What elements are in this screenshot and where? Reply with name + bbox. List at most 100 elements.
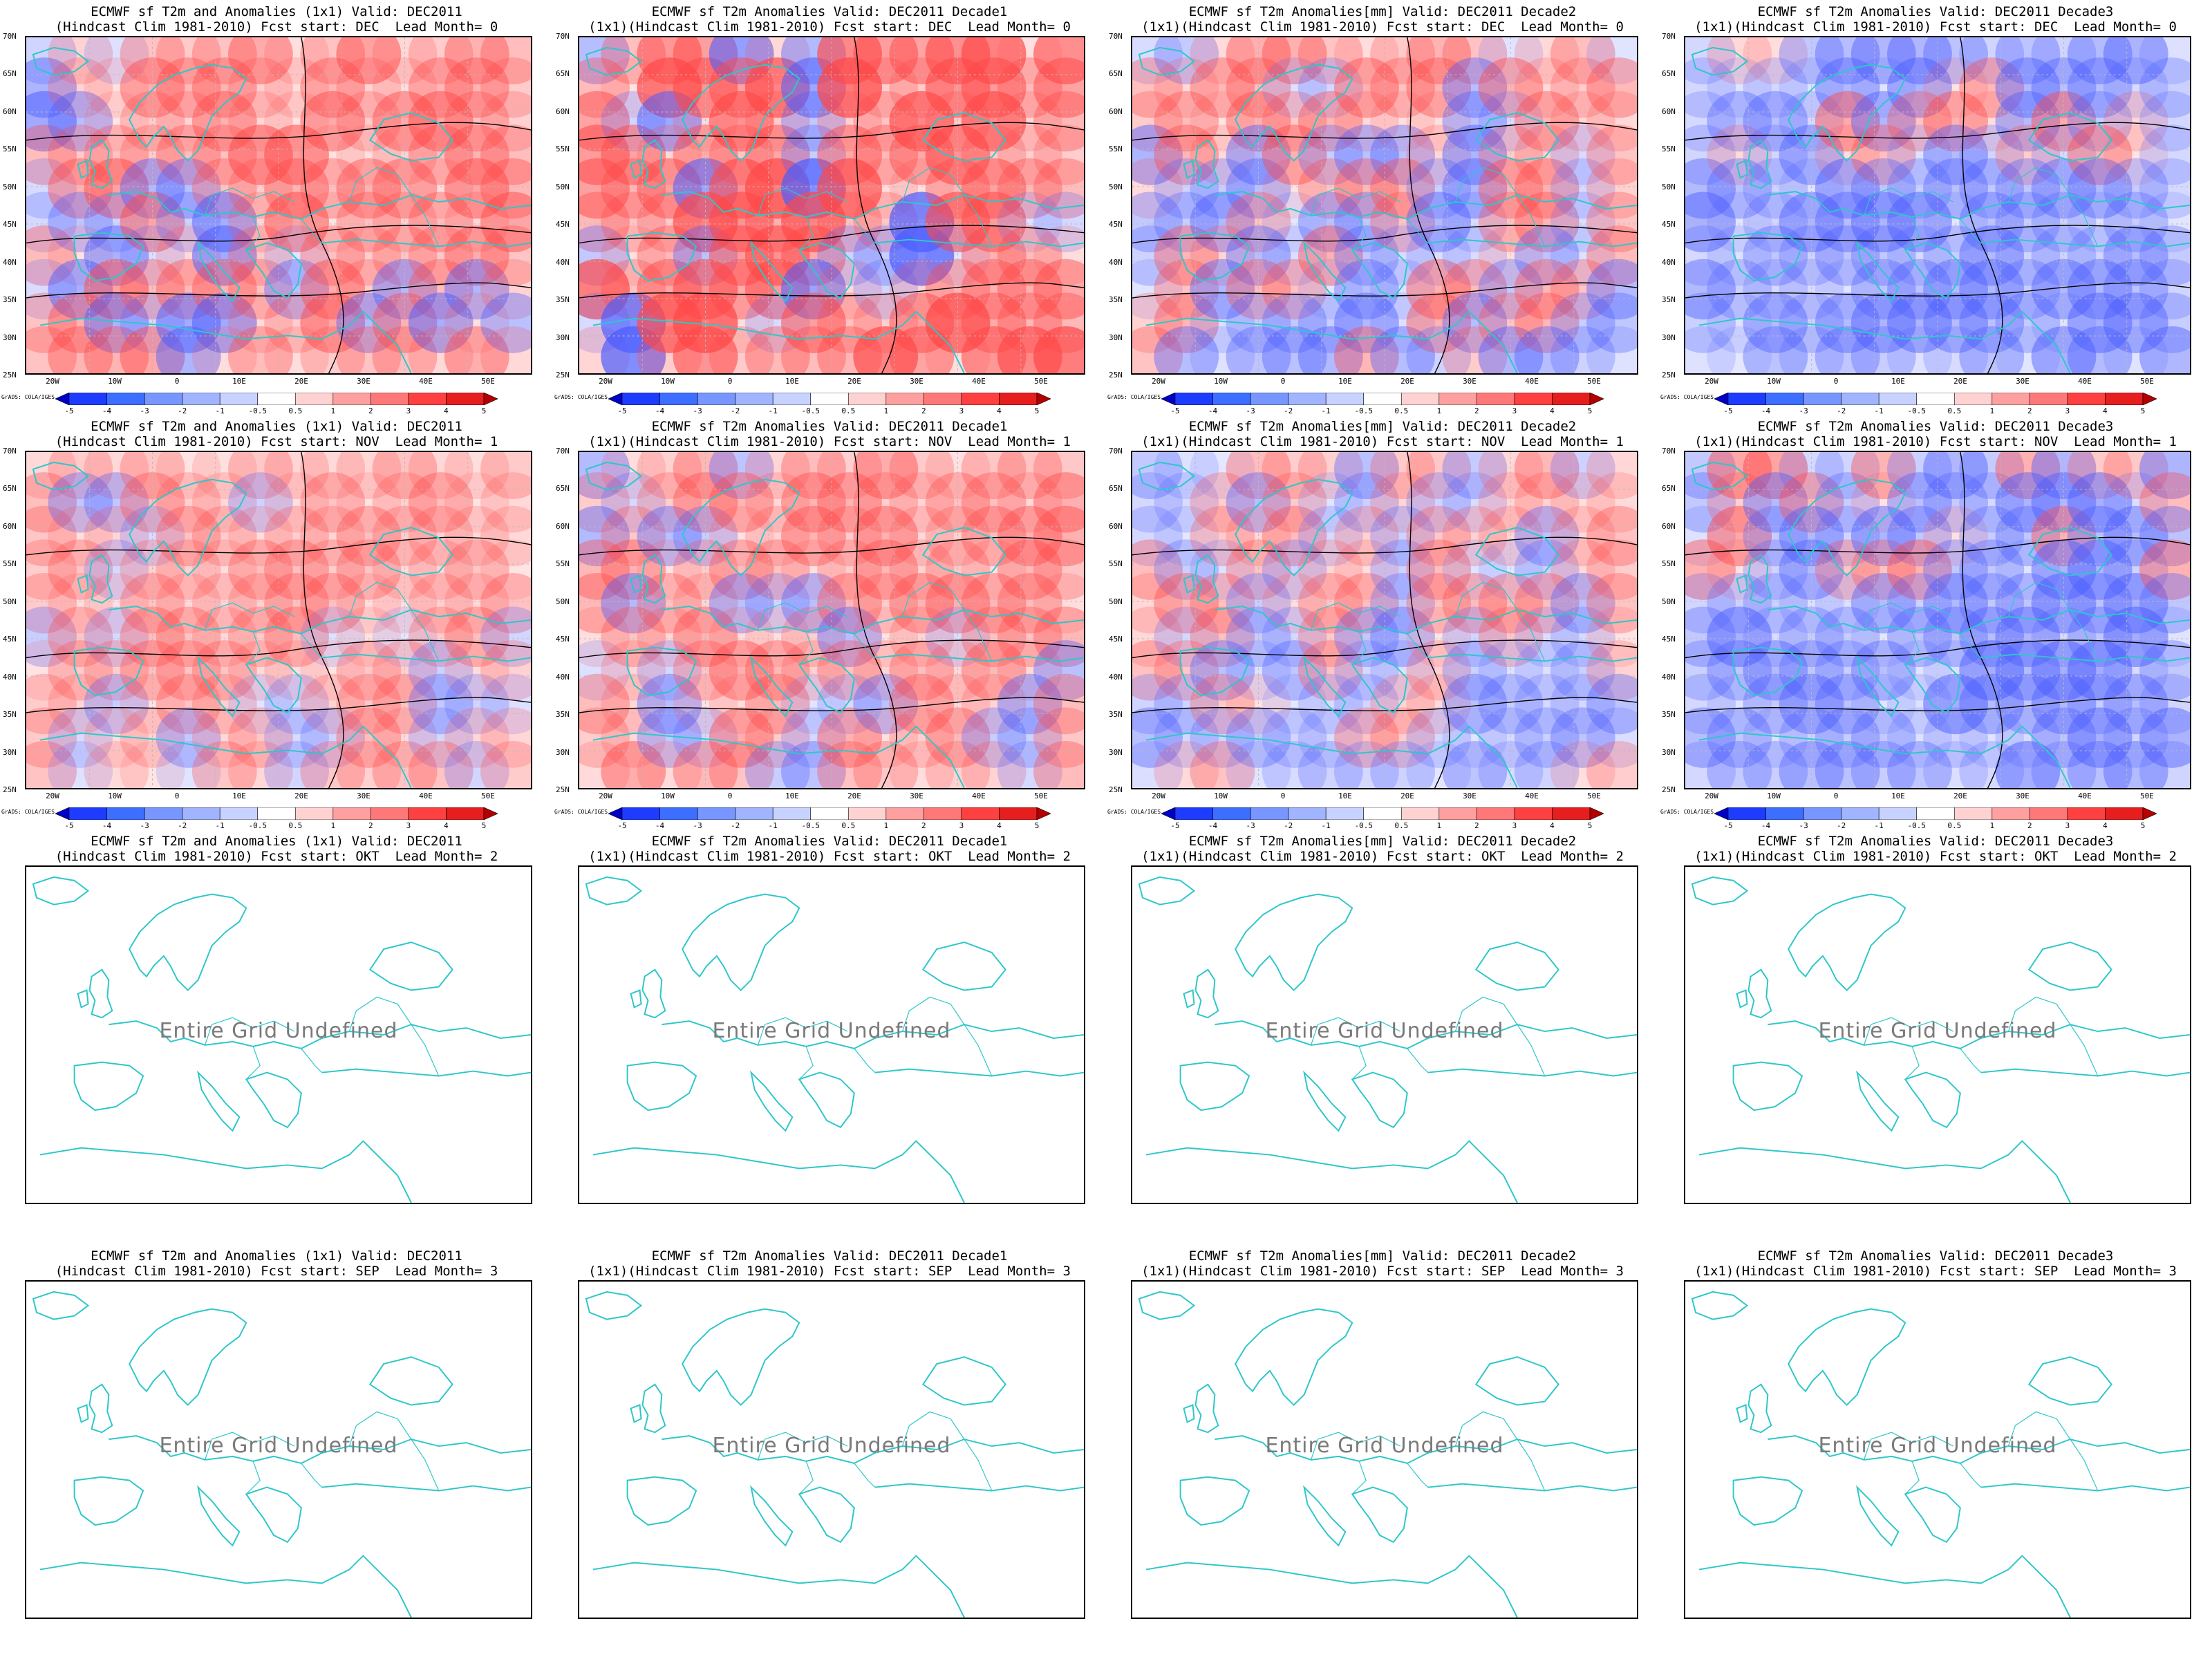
coastline: [1194, 139, 1219, 189]
lat-tick-label: 25N: [1662, 785, 1676, 794]
coastline: [1215, 1435, 1637, 1464]
panel-title: ECMWF sf T2m Anomalies[mm] Valid: DEC201…: [1188, 834, 1577, 849]
anomaly-shade: [1743, 191, 1808, 253]
colorbar-label: -5: [1170, 821, 1180, 830]
anomaly-shade: [300, 505, 366, 567]
lon-tick-label: 10W: [1214, 377, 1228, 386]
colorbar-label: -1: [215, 821, 225, 830]
anomaly-shade: [264, 572, 329, 634]
anomaly-shade: [1190, 572, 1255, 634]
colorbar-segment: [219, 392, 259, 406]
coastline: [1747, 968, 1772, 1019]
anomaly-shade: [2103, 225, 2168, 286]
anomaly-shade: [1442, 707, 1508, 768]
coastline: [1145, 1140, 1518, 1203]
anomaly-shade: [817, 259, 882, 320]
anomaly-shade: [84, 452, 149, 500]
colorbar-label: 5: [1587, 406, 1593, 415]
colorbar-segment: [2030, 392, 2068, 406]
anomaly-shade: [1923, 452, 1988, 500]
coastline: [73, 232, 144, 282]
anomaly-shade: [1550, 539, 1615, 600]
anomaly-shade: [1743, 37, 1808, 85]
lon-tick-label: 20W: [1152, 377, 1165, 386]
anomaly-shade: [817, 225, 882, 286]
anomaly-shade: [1923, 37, 1988, 85]
colorbar-label: -0.5: [248, 406, 267, 415]
anomaly-shade: [1779, 158, 1844, 219]
anomaly-shade: [2139, 640, 2190, 701]
colorbar-segment: [621, 807, 660, 821]
colorbar-label: -2: [731, 406, 740, 415]
anomaly-shade: [1685, 740, 1736, 788]
colorbar-label: -2: [178, 406, 187, 415]
anomaly-shade: [1887, 606, 1952, 668]
coastline: [1145, 310, 1518, 373]
anomaly-shade: [1743, 640, 1808, 701]
anomaly-shade: [191, 452, 257, 500]
map-panel: ECMWF sf T2m and Anomalies (1x1) Valid: …: [0, 415, 553, 830]
colorbar-label: 5: [2140, 821, 2146, 830]
colorbar-segment: [772, 392, 812, 406]
colorbar-segment: [1400, 807, 1440, 821]
anomaly-shade: [26, 572, 77, 634]
colorbar-label: 0.5: [1394, 821, 1409, 830]
anomaly-shade: [48, 57, 113, 118]
lat-tick-label: 35N: [1109, 295, 1123, 305]
map-canvas: [1685, 452, 2190, 788]
lon-tick-label: 0: [174, 791, 180, 800]
anomaly-shade: [1262, 292, 1327, 353]
anomaly-shade: [2067, 452, 2133, 500]
anomaly-shade: [1132, 259, 1183, 320]
anomaly-shade: [961, 606, 1027, 668]
anomaly-shade: [2139, 158, 2190, 219]
lon-tick-label: 10E: [1891, 377, 1905, 386]
coastline: [1183, 574, 1195, 594]
anomaly-shade: [264, 505, 329, 567]
anomaly-shade: [637, 707, 702, 768]
anomaly-shade: [84, 259, 149, 320]
anomaly-shade: [48, 326, 113, 373]
anomaly-shade: [1226, 606, 1291, 668]
anomaly-shade: [1779, 191, 1844, 253]
anomaly-shade: [2067, 707, 2133, 768]
coastline: [750, 1070, 794, 1132]
colorbar-label: -0.5: [801, 821, 820, 830]
anomaly-shade: [1887, 158, 1952, 219]
panel-subtitle: (1x1)(Hindcast Clim 1981-2010) Fcst star…: [1694, 849, 2177, 864]
colorbar-label: -0.5: [248, 821, 267, 830]
anomaly-shade: [444, 472, 509, 533]
panel-title: ECMWF sf T2m and Anomalies (1x1) Valid: …: [91, 1248, 462, 1264]
anomaly-shade: [637, 572, 702, 634]
anomaly-shade: [1297, 259, 1363, 320]
colorbar-segment: [1161, 807, 1176, 821]
anomaly-shade: [1132, 640, 1183, 701]
anomaly-shade: [2103, 57, 2168, 118]
anomaly-shade: [925, 472, 991, 533]
colorbar-label: -2: [1837, 821, 1846, 830]
anomaly-shade: [480, 673, 531, 735]
grads-credit: GrADS: COLA/IGES: [1107, 394, 1161, 400]
coastline: [1856, 1070, 1900, 1132]
colorbar-segment: [608, 807, 623, 821]
anomaly-shade: [480, 640, 531, 701]
colorbar-segment: [1803, 392, 1841, 406]
lat-tick-label: 55N: [556, 144, 570, 154]
anomaly-shade: [579, 606, 630, 668]
anomaly-shade: [961, 640, 1027, 701]
lon-tick-label: 20E: [1953, 791, 1967, 800]
anomaly-shade: [1370, 505, 1435, 567]
lon-tick-label: 0: [727, 377, 733, 386]
map-frame: Entire Grid Undefined: [1131, 865, 1638, 1204]
anomaly-shade: [1154, 707, 1219, 768]
anomaly-shade: [2031, 707, 2097, 768]
lon-tick-label: 40E: [2078, 377, 2092, 386]
lat-tick-label: 60N: [556, 106, 570, 116]
lat-tick-label: 50N: [1109, 597, 1123, 606]
anomaly-shade: [889, 606, 955, 668]
anomaly-shade: [961, 505, 1027, 567]
lon-tick-label: 20W: [1152, 791, 1165, 800]
anomaly-shade: [120, 191, 185, 253]
lat-tick-label: 40N: [1662, 672, 1676, 682]
anomaly-shade: [1887, 191, 1952, 253]
